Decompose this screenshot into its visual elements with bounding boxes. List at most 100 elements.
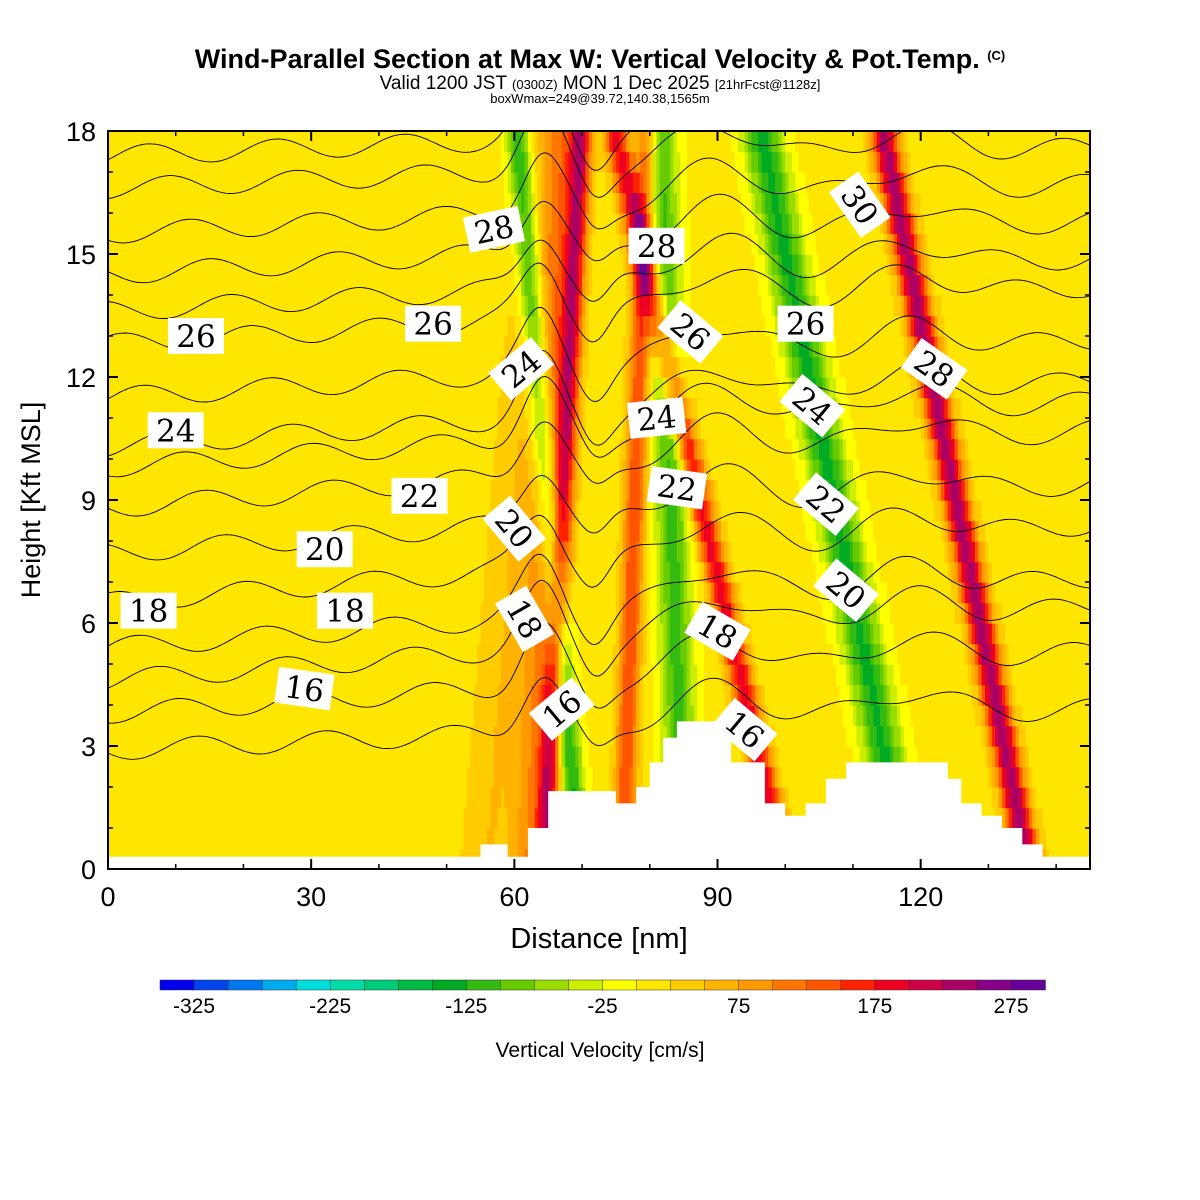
w-cell bbox=[422, 541, 428, 563]
w-cell bbox=[179, 356, 184, 378]
w-cell bbox=[419, 131, 424, 153]
w-cell bbox=[541, 561, 546, 583]
w-cell bbox=[368, 418, 373, 440]
w-cell bbox=[172, 746, 177, 768]
w-cell bbox=[301, 500, 306, 522]
w-cell bbox=[108, 561, 113, 583]
w-cell bbox=[155, 233, 160, 255]
w-cell bbox=[443, 172, 448, 194]
w-cell bbox=[378, 725, 383, 747]
w-cell bbox=[240, 172, 245, 194]
w-cell bbox=[199, 541, 204, 563]
w-cell bbox=[422, 213, 428, 235]
w-cell bbox=[331, 766, 336, 788]
w-cell bbox=[246, 356, 251, 378]
w-cell bbox=[426, 254, 431, 276]
w-cell bbox=[355, 746, 360, 768]
w-cell bbox=[368, 828, 373, 850]
w-cell bbox=[395, 705, 400, 727]
w-cell bbox=[314, 520, 319, 542]
w-cell bbox=[443, 541, 448, 563]
w-cell bbox=[446, 151, 451, 173]
w-cell bbox=[280, 131, 285, 153]
w-cell bbox=[402, 828, 407, 850]
w-cell bbox=[382, 582, 387, 604]
w-cell bbox=[378, 254, 383, 276]
w-cell bbox=[277, 520, 282, 542]
w-cell bbox=[219, 131, 224, 153]
w-cell bbox=[378, 828, 383, 850]
w-cell bbox=[304, 561, 309, 583]
w-cell bbox=[162, 643, 167, 665]
w-cell bbox=[185, 725, 190, 747]
w-cell bbox=[179, 500, 184, 522]
w-cell bbox=[192, 602, 197, 624]
w-cell bbox=[405, 684, 411, 706]
w-cell bbox=[453, 336, 458, 358]
w-cell bbox=[294, 192, 299, 214]
w-cell bbox=[141, 213, 146, 235]
w-cell bbox=[514, 295, 519, 317]
w-cell bbox=[199, 295, 204, 317]
w-cell bbox=[351, 295, 356, 317]
w-cell bbox=[378, 192, 383, 214]
w-cell bbox=[246, 151, 251, 173]
w-cell bbox=[368, 500, 373, 522]
w-cell bbox=[219, 172, 224, 194]
w-cell bbox=[280, 336, 285, 358]
w-cell bbox=[392, 254, 397, 276]
w-cell bbox=[392, 295, 397, 317]
w-cell bbox=[148, 336, 153, 358]
w-cell bbox=[202, 684, 207, 706]
w-cell bbox=[216, 541, 221, 563]
w-cell bbox=[426, 151, 431, 173]
w-cell bbox=[524, 254, 529, 276]
w-cell bbox=[152, 643, 157, 665]
w-cell bbox=[223, 766, 228, 788]
w-cell bbox=[260, 315, 265, 337]
w-cell bbox=[243, 479, 248, 501]
w-cell bbox=[389, 192, 394, 214]
w-cell bbox=[175, 233, 180, 255]
w-cell bbox=[521, 664, 526, 686]
w-cell bbox=[334, 623, 339, 645]
w-cell bbox=[118, 192, 123, 214]
w-cell bbox=[480, 131, 485, 153]
w-cell bbox=[470, 418, 475, 440]
w-cell bbox=[141, 787, 146, 809]
w-cell bbox=[480, 295, 485, 317]
vertical-velocity-field bbox=[108, 131, 1090, 869]
w-cell bbox=[307, 397, 312, 419]
w-cell bbox=[321, 787, 326, 809]
w-cell bbox=[240, 705, 245, 727]
w-cell bbox=[558, 315, 563, 337]
w-cell bbox=[172, 192, 177, 214]
w-cell bbox=[307, 766, 312, 788]
w-cell bbox=[507, 664, 512, 686]
w-cell bbox=[372, 438, 377, 460]
w-cell bbox=[446, 479, 451, 501]
w-cell bbox=[162, 746, 167, 768]
w-cell bbox=[561, 746, 566, 768]
w-cell bbox=[351, 828, 356, 850]
w-cell bbox=[473, 377, 478, 399]
w-cell bbox=[453, 664, 458, 686]
w-cell bbox=[436, 602, 441, 624]
w-cell bbox=[324, 315, 329, 337]
w-cell bbox=[114, 787, 119, 809]
w-cell bbox=[287, 459, 292, 481]
w-cell bbox=[294, 233, 299, 255]
w-cell bbox=[118, 602, 123, 624]
w-cell bbox=[189, 172, 194, 194]
w-cell bbox=[450, 459, 455, 481]
w-cell bbox=[487, 664, 492, 686]
w-cell bbox=[500, 664, 505, 686]
w-cell bbox=[206, 807, 211, 829]
w-cell bbox=[168, 131, 174, 153]
w-cell bbox=[494, 315, 499, 337]
w-cell bbox=[253, 438, 258, 460]
w-cell bbox=[334, 295, 339, 317]
w-cell bbox=[409, 213, 414, 235]
w-cell bbox=[182, 664, 187, 686]
w-cell bbox=[500, 459, 505, 481]
